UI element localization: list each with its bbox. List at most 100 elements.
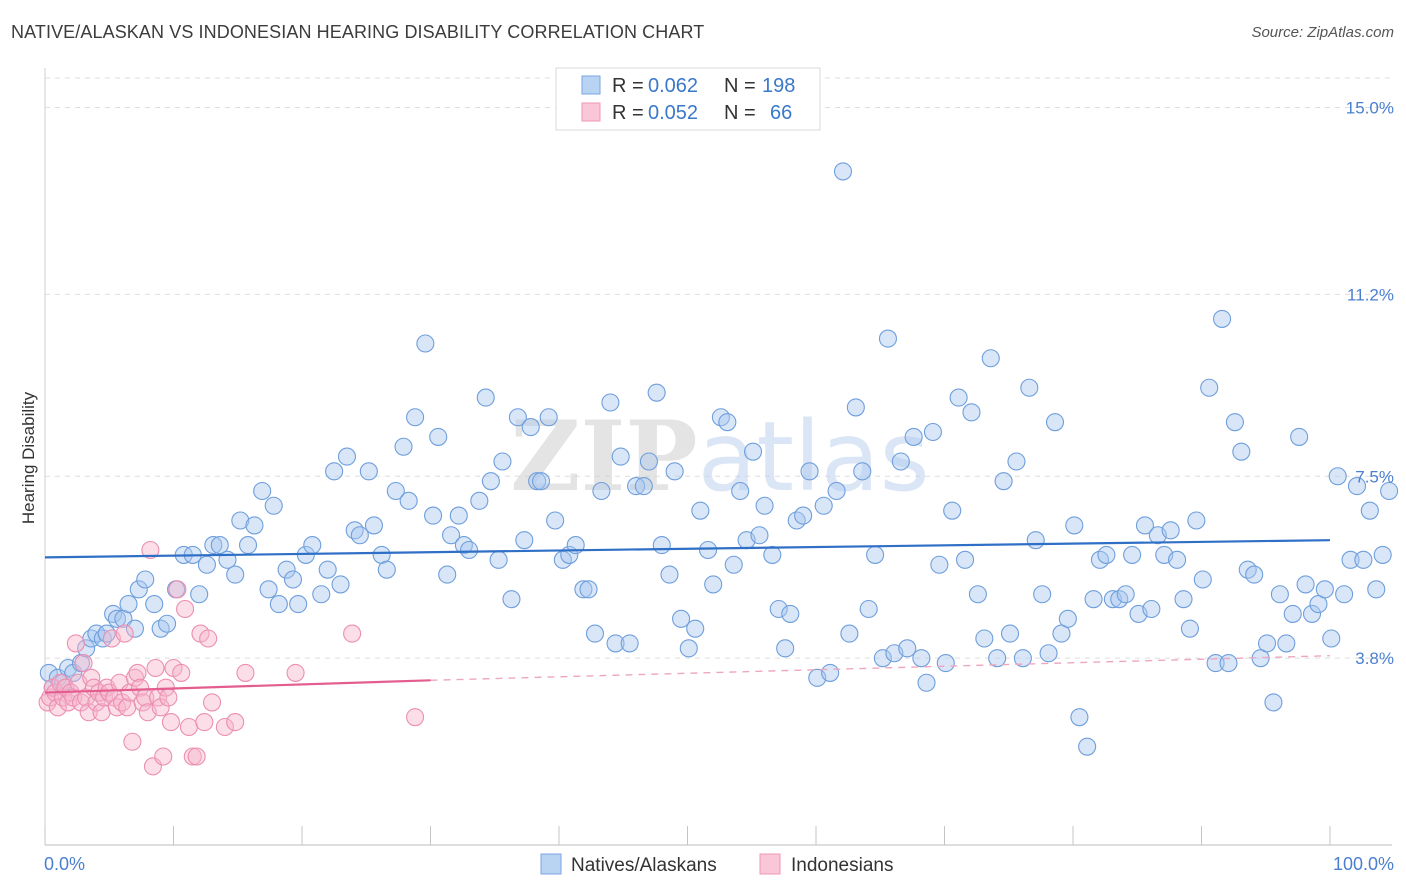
native-point-174 <box>1168 550 1187 569</box>
native-point-207 <box>1380 481 1399 501</box>
native-point-160 <box>1078 737 1097 756</box>
native-point-106 <box>731 481 750 501</box>
native-point-50 <box>359 462 378 481</box>
native-point-83 <box>579 580 598 599</box>
native-point-149 <box>1007 452 1026 471</box>
native-point-129 <box>878 329 898 348</box>
legend-r-label-1: R = <box>612 75 644 97</box>
native-point-99 <box>686 619 705 638</box>
native-point-199 <box>1328 467 1347 486</box>
tick-labels: 3.8% 7.5% 11.2% 15.0% 0.0% 100.0% <box>44 99 1394 875</box>
native-point-15 <box>119 595 138 614</box>
legend-r-value-1: 0.062 <box>648 75 698 97</box>
native-point-161 <box>1084 590 1103 609</box>
watermark: ZIPatlas <box>510 400 929 513</box>
legend-bottom: Natives/Alaskans Indonesians <box>540 853 893 876</box>
native-point-205 <box>1367 580 1386 599</box>
indonesian-point-54 <box>183 747 202 766</box>
native-point-179 <box>1200 378 1219 397</box>
native-point-85 <box>592 481 611 501</box>
native-point-55 <box>394 437 413 456</box>
native-point-142 <box>962 403 981 422</box>
indonesian-point-4 <box>48 698 67 717</box>
native-point-19 <box>145 595 164 614</box>
native-point-189 <box>1264 693 1283 712</box>
native-point-148 <box>1000 624 1020 643</box>
native-point-73 <box>515 531 534 550</box>
x-tick-label-1: 100.0% <box>1333 854 1394 874</box>
chart-title: NATIVE/ALASKAN VS INDONESIAN HEARING DIS… <box>11 22 705 42</box>
native-point-16 <box>125 619 144 638</box>
native-point-173 <box>1161 521 1180 540</box>
native-point-182 <box>1219 654 1238 673</box>
legend-top-swatch-blue <box>581 75 601 95</box>
native-point-49 <box>350 526 369 545</box>
legend-bottom-label-indonesians: Indonesians <box>791 855 893 876</box>
trend-line-natives <box>44 539 1331 559</box>
native-point-42 <box>303 536 322 555</box>
native-point-138 <box>936 654 955 673</box>
native-point-27 <box>204 536 223 555</box>
indonesian-point-27 <box>107 698 127 717</box>
native-point-133 <box>904 427 923 446</box>
native-point-159 <box>1070 708 1089 727</box>
native-point-166 <box>1116 585 1135 604</box>
native-point-82 <box>574 580 593 599</box>
native-point-194 <box>1296 575 1315 594</box>
native-point-64 <box>454 536 473 555</box>
native-point-204 <box>1360 501 1379 520</box>
indonesian-point-62 <box>236 663 255 682</box>
native-point-100 <box>691 501 710 520</box>
native-point-59 <box>424 506 443 525</box>
legend-r-value-2: 0.052 <box>648 102 698 124</box>
indonesian-point-33 <box>123 732 142 751</box>
indonesian-point-61 <box>226 713 245 732</box>
native-point-167 <box>1123 545 1142 564</box>
native-point-151 <box>1020 378 1039 397</box>
indonesian-point-11 <box>66 634 85 653</box>
native-point-75 <box>528 472 547 491</box>
native-point-28 <box>210 536 229 555</box>
legend-bottom-swatch-blue <box>540 853 562 875</box>
native-point-25 <box>190 585 209 604</box>
native-point-105 <box>724 555 743 574</box>
native-point-39 <box>283 570 303 589</box>
native-point-53 <box>377 560 396 579</box>
native-point-137 <box>930 555 949 574</box>
native-point-191 <box>1277 634 1296 653</box>
native-point-95 <box>660 565 679 584</box>
native-point-140 <box>949 388 968 407</box>
native-point-123 <box>840 624 859 643</box>
native-point-175 <box>1174 590 1193 609</box>
native-point-58 <box>416 334 435 353</box>
native-point-86 <box>601 393 620 412</box>
native-point-77 <box>539 408 558 427</box>
indonesian-point-47 <box>159 688 178 707</box>
native-point-128 <box>873 649 892 668</box>
legend-top-swatch-pink <box>581 102 601 122</box>
native-point-92 <box>639 452 659 471</box>
native-point-198 <box>1322 629 1341 648</box>
indonesian-point-65 <box>406 708 425 727</box>
native-point-186 <box>1245 565 1264 584</box>
native-point-54 <box>386 481 405 501</box>
indonesian-point-29 <box>113 693 132 712</box>
native-point-122 <box>833 162 853 181</box>
native-point-177 <box>1187 511 1206 530</box>
native-point-178 <box>1193 570 1212 589</box>
indonesian-point-52 <box>176 599 195 619</box>
native-point-91 <box>634 477 653 496</box>
indonesian-point-13 <box>71 693 91 712</box>
native-point-35 <box>259 580 278 599</box>
native-point-104 <box>718 413 737 432</box>
trend-line-indonesians-extension <box>430 655 1331 681</box>
indonesian-point-57 <box>195 713 214 732</box>
indonesian-point-45 <box>154 747 173 766</box>
native-point-76 <box>531 472 551 491</box>
native-point-17 <box>129 580 148 599</box>
native-point-30 <box>226 565 245 584</box>
native-point-72 <box>508 408 527 427</box>
native-point-121 <box>827 481 846 501</box>
native-point-56 <box>399 491 418 510</box>
